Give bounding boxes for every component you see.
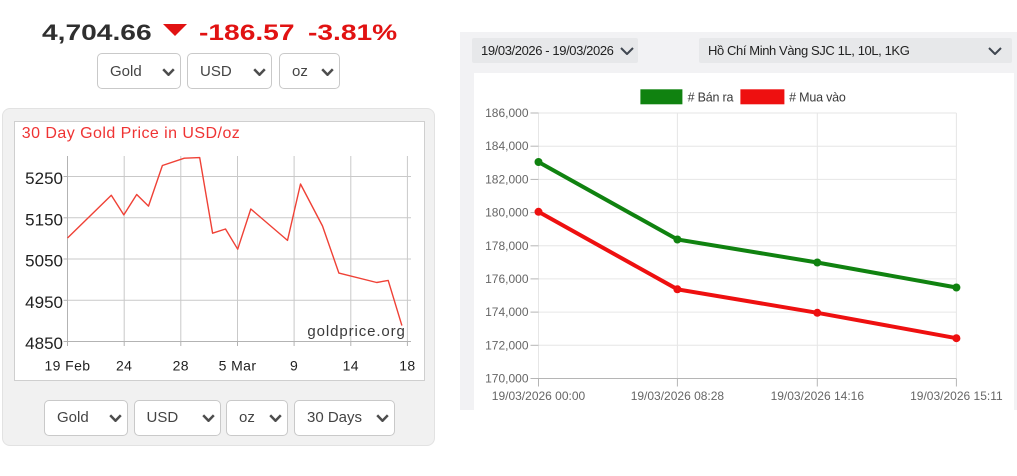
svg-text:5050: 5050 xyxy=(25,252,63,271)
svg-text:19 Feb: 19 Feb xyxy=(45,358,91,374)
svg-text:# Mua vào: # Mua vào xyxy=(789,91,846,105)
svg-text:# Bán ra: # Bán ra xyxy=(688,91,734,105)
svg-text:170,000: 170,000 xyxy=(485,372,529,386)
svg-text:172,000: 172,000 xyxy=(485,338,529,352)
svg-text:19/03/2026 00:00: 19/03/2026 00:00 xyxy=(492,389,586,403)
svg-text:176,000: 176,000 xyxy=(485,272,529,286)
svg-text:182,000: 182,000 xyxy=(485,172,529,186)
svg-text:9: 9 xyxy=(290,358,298,374)
svg-text:14: 14 xyxy=(343,358,359,374)
svg-text:184,000: 184,000 xyxy=(485,139,529,153)
svg-text:24: 24 xyxy=(116,358,132,374)
svg-text:4950: 4950 xyxy=(25,293,63,312)
svg-text:178,000: 178,000 xyxy=(485,239,529,253)
svg-text:5250: 5250 xyxy=(25,169,63,188)
svg-text:174,000: 174,000 xyxy=(485,305,529,319)
svg-text:19/03/2026 08:28: 19/03/2026 08:28 xyxy=(631,389,725,403)
svg-text:30 Day Gold Price in USD/oz: 30 Day Gold Price in USD/oz xyxy=(22,125,240,142)
svg-text:19/03/2026 15:11: 19/03/2026 15:11 xyxy=(910,389,1003,403)
svg-text:19/03/2026 14:16: 19/03/2026 14:16 xyxy=(771,389,865,403)
svg-text:5 Mar: 5 Mar xyxy=(219,358,257,374)
svg-text:4850: 4850 xyxy=(25,334,63,353)
svg-text:18: 18 xyxy=(399,358,415,374)
svg-text:goldprice.org: goldprice.org xyxy=(307,323,405,340)
svg-text:28: 28 xyxy=(173,358,189,374)
svg-text:180,000: 180,000 xyxy=(485,206,529,220)
svg-text:186,000: 186,000 xyxy=(485,106,529,120)
svg-text:5150: 5150 xyxy=(25,210,63,229)
